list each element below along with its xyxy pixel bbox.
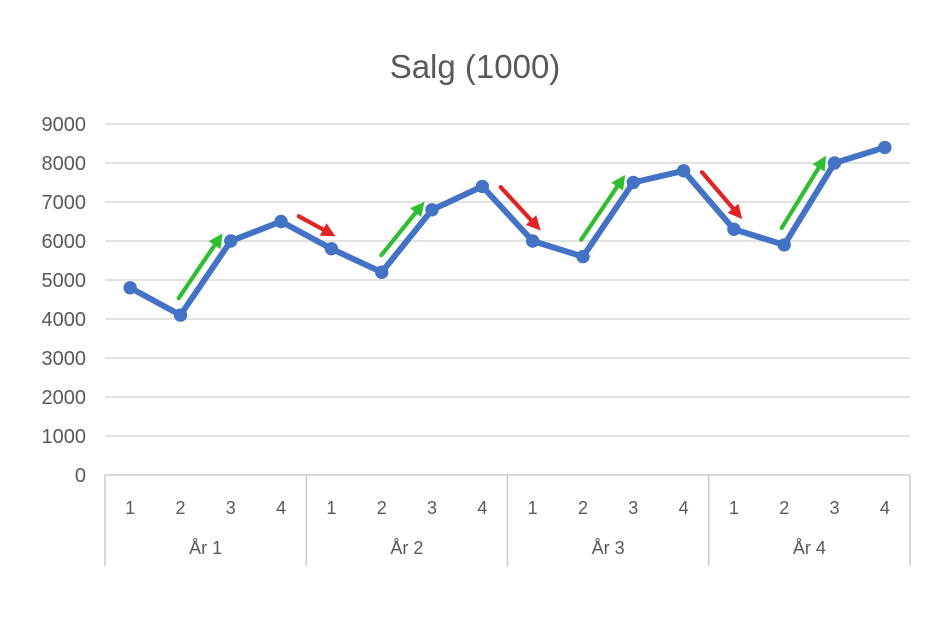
data-point-marker [375,265,389,279]
trend-up-arrow [176,233,223,301]
trend-up-arrow [779,155,827,231]
y-tick-label: 1000 [42,426,87,448]
quarter-tick-label: 3 [628,498,638,518]
data-point-marker [777,238,791,252]
data-point-marker [727,222,741,236]
y-tick-label: 4000 [42,309,87,331]
y-tick-label: 6000 [42,231,87,253]
quarter-tick-label: 4 [276,498,286,518]
quarter-tick-label: 2 [578,498,588,518]
year-label: År 4 [793,538,826,558]
trend-down-arrow [498,185,541,231]
data-point-marker [425,203,439,217]
data-point-marker [475,179,490,194]
data-point-marker [626,175,640,190]
quarter-tick-label: 4 [679,498,689,518]
quarter-tick-label: 1 [125,498,135,518]
data-point-marker [827,156,842,170]
quarter-tick-label: 4 [880,498,890,518]
quarter-tick-label: 2 [175,498,185,518]
trend-down-arrow [699,170,743,220]
chart-title: Salg (1000) [389,48,561,85]
sales-series-line [127,144,888,319]
data-point-marker [576,249,590,264]
quarter-tick-label: 3 [427,498,437,518]
data-point-marker [224,234,238,248]
data-point-marker [274,214,288,229]
quarter-tick-label: 1 [326,498,336,518]
quarter-tick-label: 2 [779,498,789,518]
trend-down-arrow [296,214,336,237]
quarter-tick-label: 1 [729,498,739,518]
quarter-tick-label: 2 [377,498,387,518]
data-point-marker [878,140,892,155]
trend-up-arrow [379,201,425,258]
trend-up-arrow [579,174,626,242]
year-label: År 1 [189,538,222,558]
quarter-tick-label: 4 [477,498,487,518]
y-tick-label: 5000 [42,270,87,292]
data-point-marker [525,234,540,248]
y-tick-label: 3000 [42,348,87,370]
y-tick-label: 0 [75,465,86,487]
y-tick-label: 7000 [42,192,87,214]
quarter-tick-label: 3 [226,498,236,518]
y-tick-label: 8000 [42,153,87,175]
year-label: År 2 [390,538,423,558]
y-tick-label: 9000 [42,114,87,136]
year-label: År 3 [592,538,625,558]
quarter-tick-label: 1 [528,498,538,518]
y-tick-label: 2000 [42,387,87,409]
data-point-marker [173,308,188,322]
quarter-tick-label: 3 [830,498,840,518]
data-point-marker [324,242,339,256]
data-point-marker [123,281,137,295]
data-point-marker [676,164,691,178]
